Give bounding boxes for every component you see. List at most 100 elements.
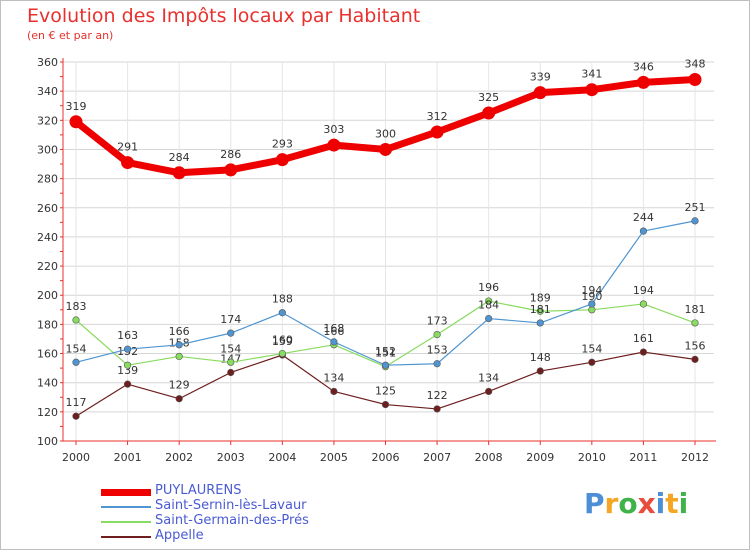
x-tick-label: 2010 <box>578 451 606 464</box>
data-label: 160 <box>272 334 293 347</box>
data-point <box>691 355 699 363</box>
data-label: 319 <box>66 100 87 113</box>
x-tick-label: 2007 <box>423 451 451 464</box>
data-label: 284 <box>169 151 190 164</box>
data-label: 125 <box>375 385 396 398</box>
data-label: 154 <box>220 342 241 355</box>
data-point <box>224 163 238 177</box>
data-point <box>227 368 235 377</box>
data-point <box>588 358 596 366</box>
y-tick-label: 220 <box>37 260 58 273</box>
data-label: 196 <box>478 281 499 294</box>
x-tick-label: 2005 <box>320 451 348 464</box>
data-label: 300 <box>375 127 396 140</box>
data-point <box>433 405 441 413</box>
legend-item: Saint-Germain-des-Prés <box>101 513 401 530</box>
y-tick-label: 160 <box>37 348 58 361</box>
x-tick-label: 2011 <box>629 451 657 464</box>
data-point <box>639 300 648 308</box>
data-point <box>536 307 544 315</box>
data-point <box>278 349 286 358</box>
y-tick-label: 200 <box>37 289 58 302</box>
data-point <box>278 309 286 317</box>
data-label: 189 <box>530 291 551 304</box>
data-label: 156 <box>685 339 706 352</box>
data-label: 341 <box>581 68 602 81</box>
data-point <box>72 316 80 324</box>
data-point <box>639 227 648 235</box>
data-label: 159 <box>272 335 293 348</box>
data-point <box>485 314 493 323</box>
data-point <box>72 412 80 420</box>
data-label: 194 <box>581 284 602 297</box>
logo-letter: i <box>678 487 689 520</box>
x-tick-label: 2001 <box>114 451 142 464</box>
data-label: 166 <box>169 325 190 338</box>
data-label: 148 <box>530 351 551 364</box>
y-tick-label: 320 <box>37 114 58 127</box>
data-label: 251 <box>685 201 706 214</box>
data-label: 174 <box>220 313 241 326</box>
data-point <box>688 72 702 86</box>
y-tick-label: 120 <box>37 406 58 419</box>
y-tick-label: 240 <box>37 231 58 244</box>
data-point <box>327 138 341 152</box>
data-point <box>585 83 599 97</box>
chart-title: Evolution des Impôts locaux par Habitant <box>27 5 421 27</box>
legend-item: Appelle <box>101 528 401 545</box>
x-tick-label: 2002 <box>165 451 193 464</box>
logo-letter: i <box>655 487 666 520</box>
data-point <box>330 338 338 346</box>
chart-subtitle: (en € et par an) <box>27 29 114 42</box>
data-point <box>121 156 135 170</box>
legend: PUYLAURENS Saint-Sernin-lès-Lavaur Saint-G… <box>101 483 401 545</box>
data-point <box>533 86 547 100</box>
data-label: 117 <box>66 396 87 409</box>
legend-item: PUYLAURENS <box>101 483 401 500</box>
y-tick-label: 140 <box>37 377 58 390</box>
data-label: 303 <box>323 123 344 136</box>
x-tick-label: 2009 <box>526 451 554 464</box>
data-point <box>175 395 183 403</box>
data-label: 139 <box>117 364 138 377</box>
data-point <box>227 358 235 366</box>
data-point <box>123 361 132 369</box>
legend-swatch <box>101 488 151 496</box>
logo-letter: r <box>604 487 619 520</box>
data-point <box>175 352 183 361</box>
x-tick-label: 2008 <box>475 451 503 464</box>
proxiti-logo: Proxiti <box>584 487 688 520</box>
legend-swatch <box>101 506 151 508</box>
data-point <box>485 297 493 305</box>
legend-item: Saint-Sernin-lès-Lavaur <box>101 498 401 515</box>
legend-swatch <box>101 521 151 523</box>
data-point <box>691 319 699 327</box>
data-label: 190 <box>581 290 602 303</box>
logo-letter: P <box>584 487 605 520</box>
data-label: 134 <box>323 371 344 384</box>
legend-label: Appelle <box>155 528 204 543</box>
legend-label: PUYLAURENS <box>155 483 242 498</box>
data-label: 161 <box>633 332 654 345</box>
data-label: 293 <box>272 138 293 151</box>
data-point <box>691 217 699 225</box>
data-point <box>381 361 390 369</box>
data-point <box>275 153 289 167</box>
data-label: 154 <box>581 342 602 355</box>
data-point <box>482 106 496 120</box>
y-tick-label: 260 <box>37 202 58 215</box>
data-point <box>381 400 390 409</box>
y-tick-label: 360 <box>37 56 58 69</box>
data-point <box>379 142 392 156</box>
data-label: 188 <box>272 293 293 306</box>
data-point <box>639 348 648 356</box>
data-label: 346 <box>633 60 654 73</box>
data-point <box>330 387 338 396</box>
x-tick-label: 2003 <box>217 451 245 464</box>
data-label: 154 <box>66 342 87 355</box>
data-point <box>123 380 132 388</box>
legend-swatch <box>101 536 151 538</box>
data-label: 194 <box>633 284 654 297</box>
